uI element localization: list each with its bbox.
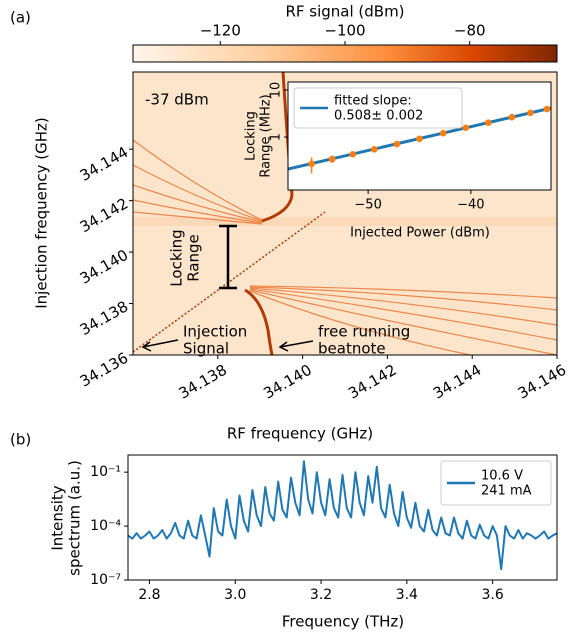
x-tick-label: 34.142: [345, 361, 399, 403]
data-point: [485, 119, 492, 126]
colorbar: [132, 44, 558, 63]
x-tick-label: −50: [354, 198, 381, 213]
x-tick-label: 34.146: [515, 361, 569, 403]
y-tick-label: 10⁻¹: [90, 464, 121, 480]
data-point: [328, 155, 336, 163]
legend-label: fitted slope: 0.508± 0.002: [334, 93, 423, 123]
x-tick-label: 3.6: [482, 587, 504, 603]
annotation: -37 dBm: [145, 91, 209, 109]
y-tick-label: 10⁻⁴: [90, 518, 121, 534]
arrows: [141, 339, 314, 352]
data-point: [416, 135, 423, 143]
panel-label: (a): [10, 9, 31, 27]
panel-label: (b): [10, 431, 31, 449]
spectrum-line: [128, 460, 557, 571]
data-point: [462, 124, 470, 132]
x-axis-label: RF frequency (GHz): [227, 425, 373, 443]
y-axis-label: Intensityspectrum (a.u.): [48, 460, 83, 576]
annotation: LockingRange: [167, 229, 202, 286]
x-tick-label: −40: [457, 198, 484, 213]
legend-box: [440, 460, 552, 506]
plot-area: [128, 460, 557, 571]
colorbar-tick-label: −100: [324, 22, 365, 40]
colorbar-label: RF signal (dBm): [285, 3, 404, 21]
locking-range-bar: [219, 224, 237, 290]
data-point: [308, 160, 315, 168]
annotation: free running beatnote: [318, 322, 410, 357]
legend-box: [293, 87, 463, 129]
legend-label: 10.6 V 241 mA: [481, 468, 532, 498]
colorbar-tick-label: −80: [454, 22, 486, 40]
x-tick-label: 3.0: [224, 587, 246, 603]
x-tick-label: 34.138: [176, 361, 230, 403]
plot-frame: [127, 454, 558, 581]
annotation: Injection Signal: [183, 322, 247, 357]
y-tick-label: 34.142: [77, 194, 131, 236]
x-axis-label: Frequency (THz): [282, 613, 404, 631]
data-point: [393, 140, 401, 148]
y-tick-label: 10⁻⁷: [90, 572, 121, 588]
data-point: [370, 145, 378, 153]
plot-frame: [287, 81, 552, 191]
x-tick-label: 34.140: [260, 361, 314, 403]
y-tick-label: 10: [269, 82, 284, 99]
x-tick-label: 3.4: [396, 587, 418, 603]
y-tick-label: 34.140: [77, 246, 131, 288]
y-tick-label: 34.138: [77, 297, 131, 339]
data-point: [527, 109, 534, 117]
plot-frame: [132, 71, 558, 356]
y-axis-label: Injection frequency (GHz): [33, 117, 51, 309]
x-tick-label: 3.2: [310, 587, 332, 603]
x-axis-label: Injected Power (dBm): [350, 226, 490, 241]
plot-area: [288, 105, 551, 174]
y-axis-label: LockingRange (MHz): [243, 94, 273, 177]
y-tick-label: 34.136: [77, 349, 131, 391]
data-point: [508, 113, 516, 121]
x-tick-label: 2.8: [138, 587, 160, 603]
colorbar-tick-label: −120: [200, 22, 241, 40]
data-point: [349, 151, 357, 158]
y-tick-label: 34.144: [77, 143, 131, 185]
data-point: [439, 129, 447, 137]
y-tick-label: 1: [269, 133, 284, 141]
data-point: [543, 105, 551, 113]
x-tick-label: 34.144: [430, 361, 484, 403]
